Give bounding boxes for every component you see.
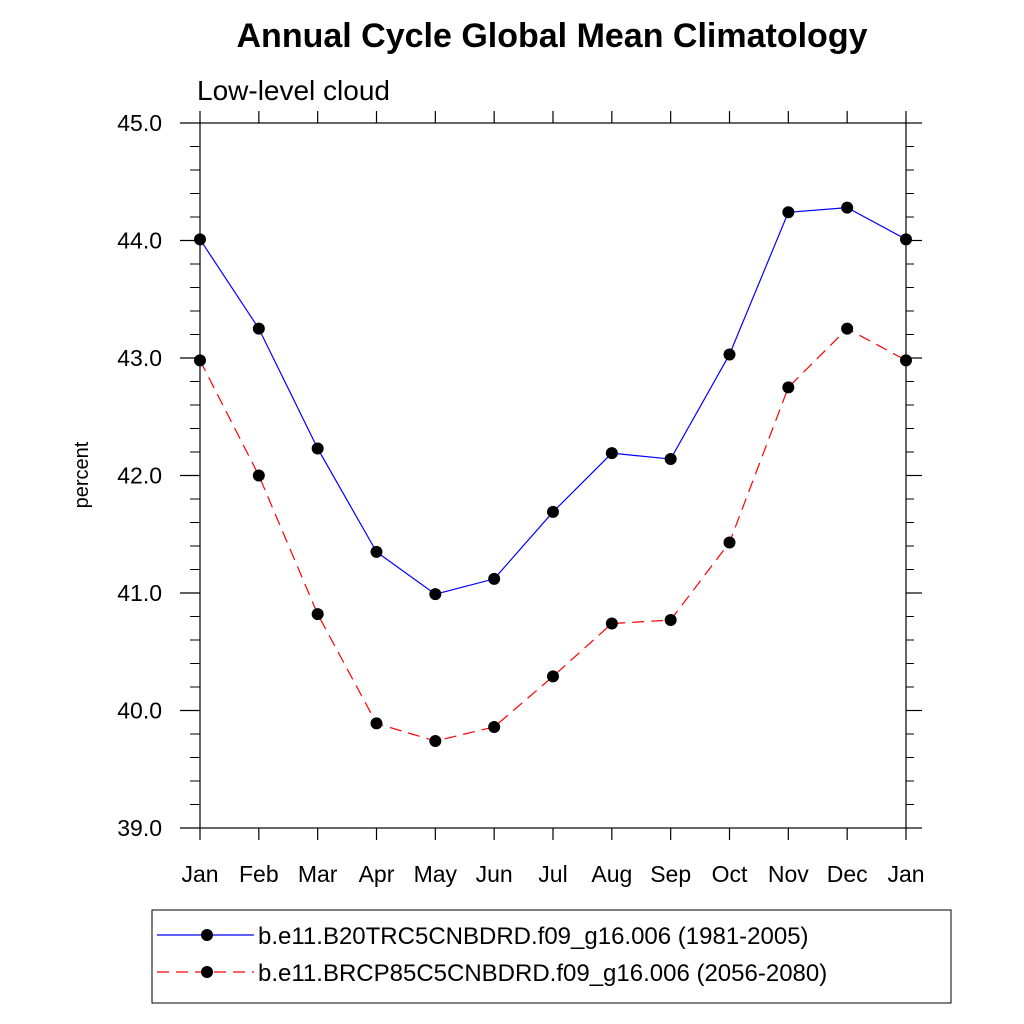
x-tick-label: Dec: [827, 861, 868, 887]
tick-labels: Jan Feb Mar Apr May Jun Jul Aug Sep Oct Nov Dec Jan 3…: [117, 110, 924, 887]
data-point: [723, 348, 736, 361]
data-point: [664, 614, 677, 627]
x-tick-label: Jul: [538, 861, 567, 887]
data-point: [370, 717, 383, 730]
legend-item-2: b.e11.BRCP85C5CNBDRD.f09_g16.006 (2056-2…: [157, 960, 827, 987]
x-tick-label: Feb: [239, 861, 279, 887]
data-point: [605, 617, 618, 630]
legend-marker: [201, 966, 213, 978]
x-tick-label: Oct: [712, 861, 748, 887]
data-point: [664, 453, 677, 466]
data-point: [605, 447, 618, 460]
x-tick-label: Jan: [181, 861, 218, 887]
data-point: [370, 545, 383, 558]
data-point: [547, 505, 559, 518]
x-tick-label: Jan: [887, 861, 924, 887]
legend-label: b.e11.B20TRC5CNBDRD.f09_g16.006 (1981-20…: [258, 923, 809, 950]
data-point: [547, 670, 559, 683]
x-tick-label: Mar: [298, 861, 338, 887]
y-tick-label: 45.0: [117, 110, 162, 136]
data-point: [429, 588, 442, 601]
series-line: [199, 206, 907, 595]
data-point: [429, 735, 442, 748]
legend-item-1: b.e11.B20TRC5CNBDRD.f09_g16.006 (1981-20…: [157, 923, 809, 950]
data-point: [311, 442, 324, 455]
legend: b.e11.B20TRC5CNBDRD.f09_g16.006 (1981-20…: [151, 909, 952, 1004]
legend-marker: [201, 929, 213, 941]
y-tick-label: 42.0: [117, 463, 162, 489]
chart-title: Annual Cycle Global Mean Climatology: [237, 17, 868, 55]
x-tick-label: Jun: [476, 861, 513, 887]
y-tick-label: 44.0: [117, 228, 162, 254]
x-tick-label: Nov: [768, 861, 809, 887]
y-tick-label: 41.0: [117, 580, 162, 606]
y-axis-label: percent: [71, 441, 93, 508]
y-tick-label: 39.0: [117, 815, 162, 841]
data-point: [311, 608, 324, 621]
series-1: [194, 201, 912, 601]
data-point: [723, 536, 736, 549]
y-tick-label: 40.0: [117, 698, 162, 724]
data-point: [782, 206, 795, 219]
series-2: [194, 322, 912, 748]
x-tick-label: May: [414, 861, 458, 887]
chart-subtitle: Low-level cloud: [197, 75, 390, 106]
data-point: [488, 720, 501, 733]
data-point: [841, 322, 854, 335]
plot-area: Jan Feb Mar Apr May Jun Jul Aug Sep Oct Nov Dec Jan 3…: [117, 110, 924, 887]
series-layer: [194, 201, 912, 748]
x-tick-label: Aug: [591, 861, 632, 887]
data-point: [252, 322, 265, 335]
plot-frame: [199, 122, 907, 829]
legend-box: [151, 909, 952, 1004]
tick-marks: [180, 111, 922, 840]
x-tick-label: Apr: [359, 861, 395, 887]
legend-items: b.e11.B20TRC5CNBDRD.f09_g16.006 (1981-20…: [157, 923, 827, 987]
legend-label: b.e11.BRCP85C5CNBDRD.f09_g16.006 (2056-2…: [258, 960, 827, 987]
data-point: [841, 201, 854, 214]
data-point: [782, 381, 795, 394]
y-tick-label: 43.0: [117, 345, 162, 371]
data-point: [252, 469, 265, 482]
x-tick-label: Sep: [650, 861, 691, 887]
data-point: [488, 572, 501, 585]
